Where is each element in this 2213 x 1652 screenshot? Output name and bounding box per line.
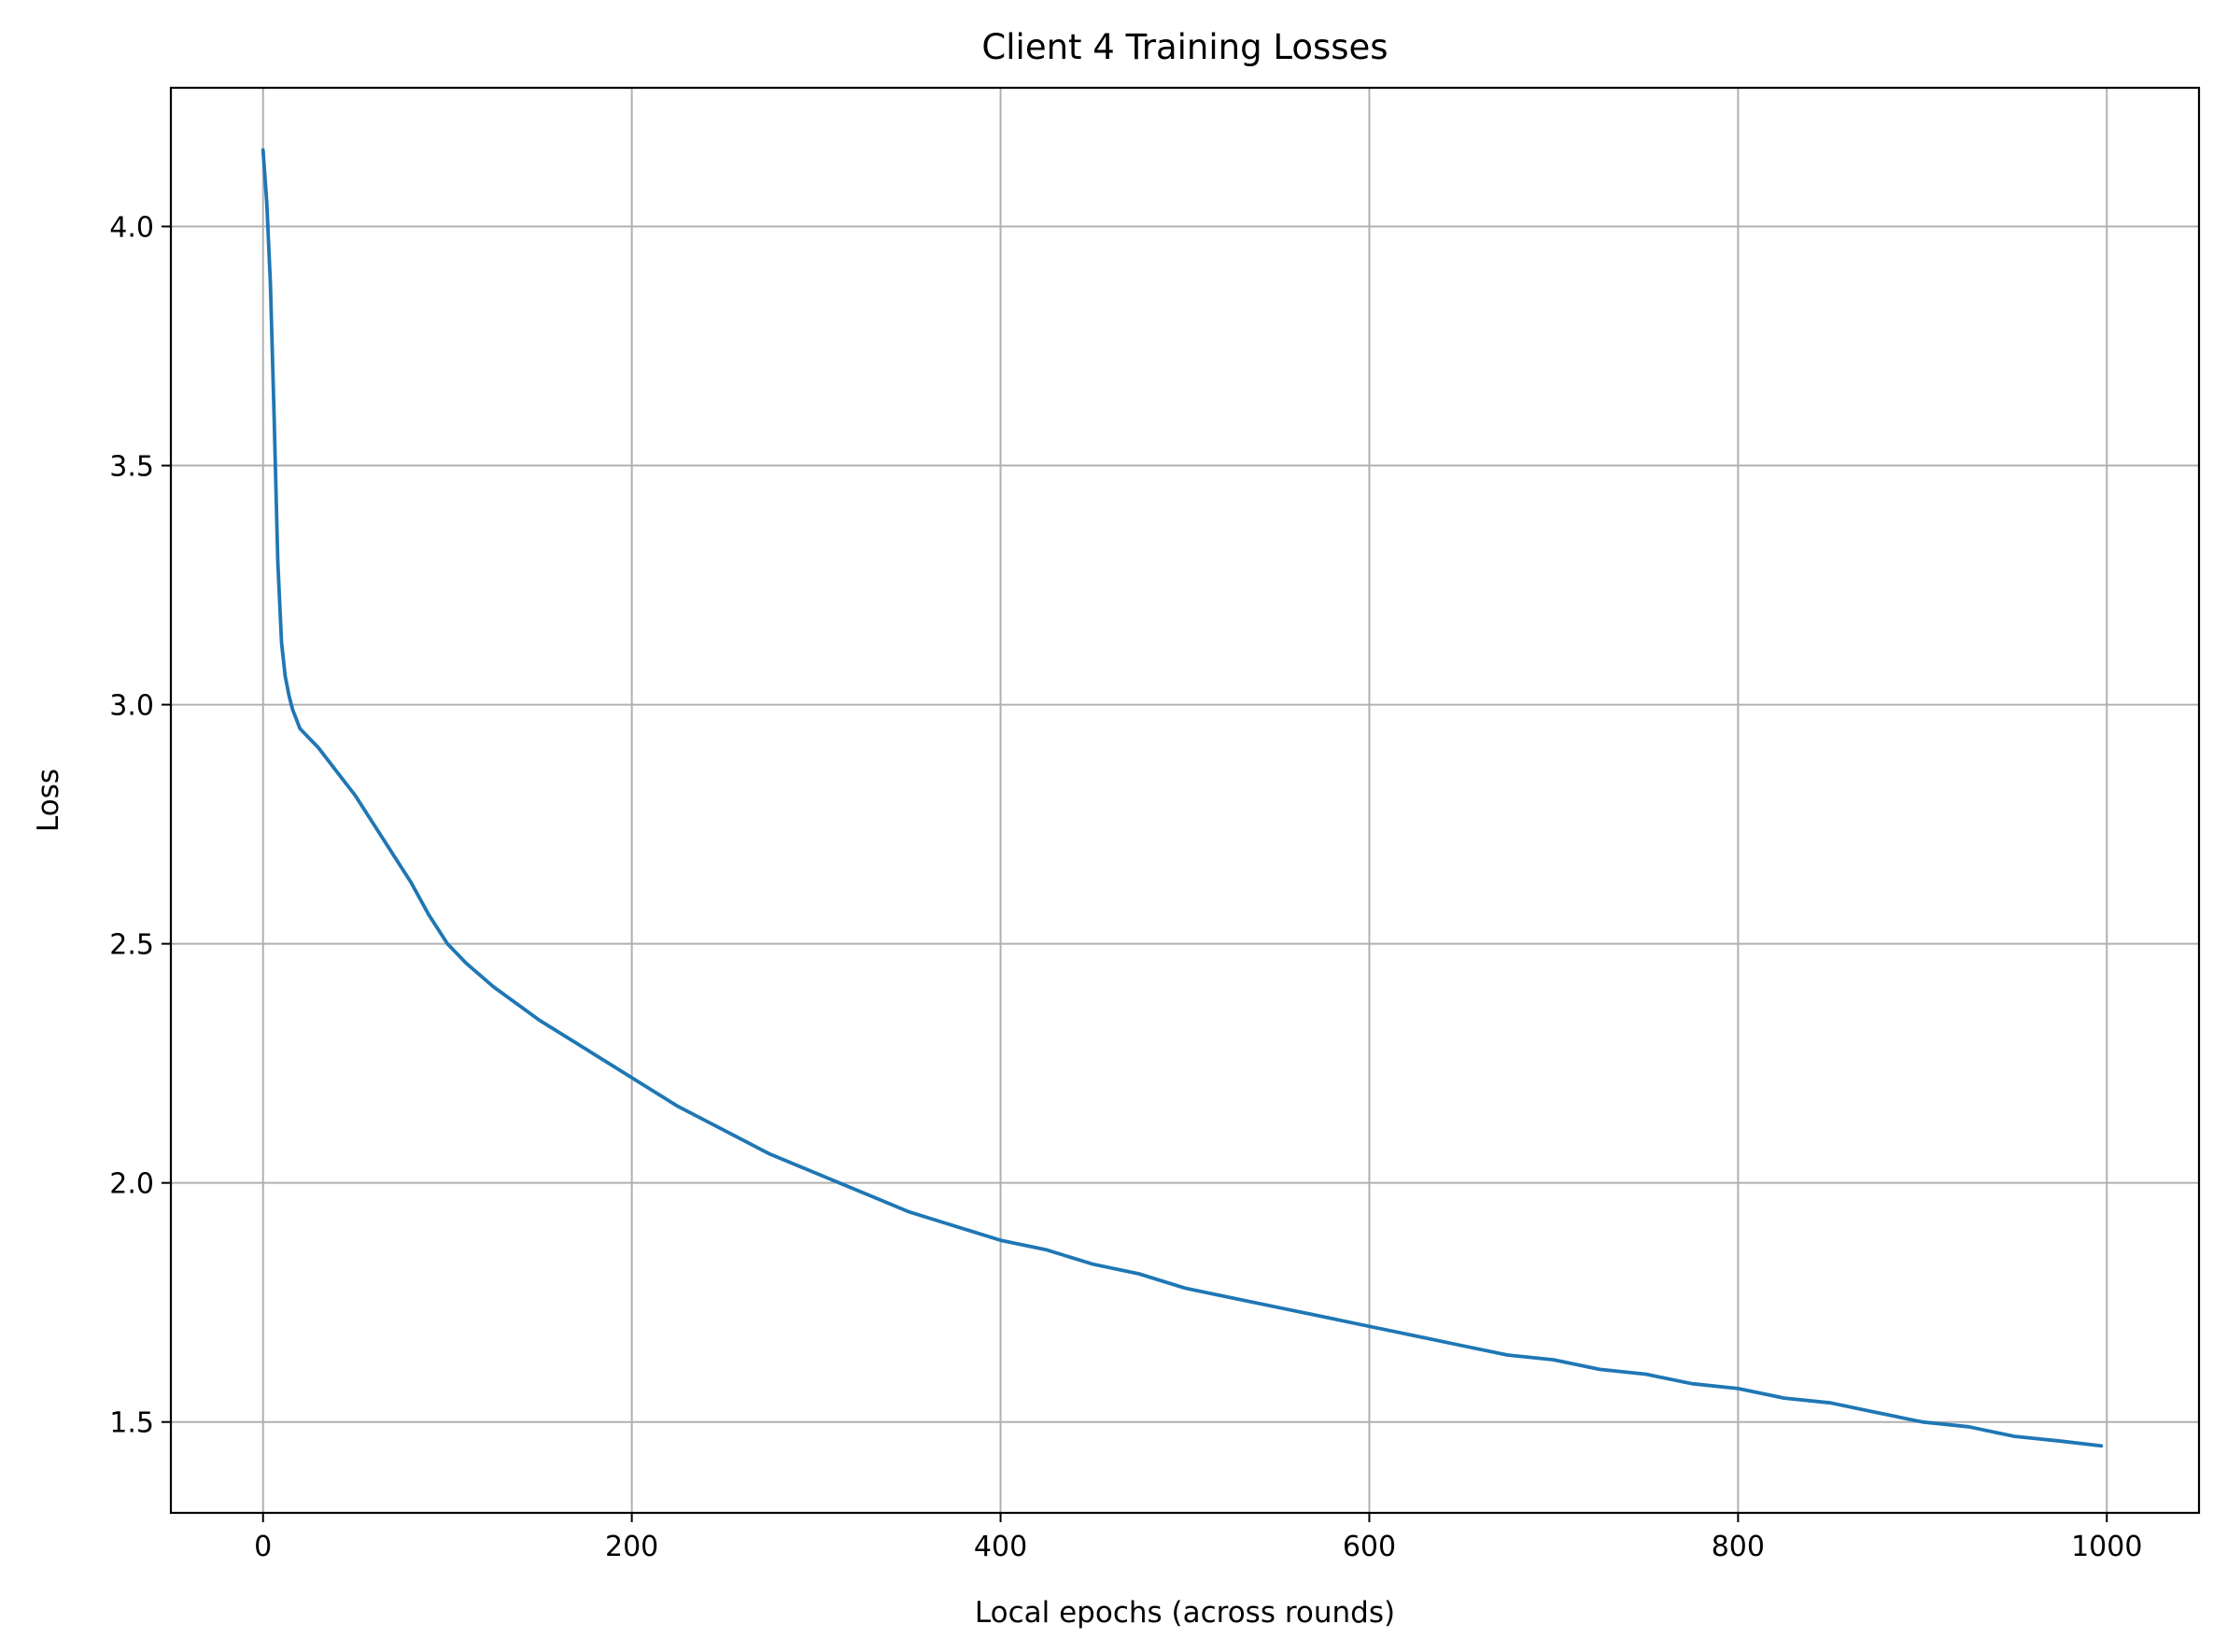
grid-lines — [171, 88, 2199, 1513]
x-tick-label: 800 — [1712, 1531, 1765, 1563]
x-axis-title: Local epochs (across rounds) — [975, 1596, 1395, 1630]
y-tick-label: 1.5 — [109, 1407, 154, 1440]
plot-frame — [169, 86, 2201, 1515]
chart-title: Client 4 Training Losses — [981, 27, 1388, 67]
x-tick-label: 0 — [254, 1531, 272, 1563]
y-tick-label: 4.0 — [109, 212, 154, 245]
y-tick-label: 2.0 — [109, 1168, 154, 1201]
x-tick-label: 1000 — [2071, 1531, 2142, 1563]
y-tick-label: 3.0 — [109, 690, 154, 723]
y-tick-label: 2.5 — [109, 929, 154, 962]
x-tick-label: 400 — [974, 1531, 1027, 1563]
tick-layer: 0 200 400 600 800 1000 1.5 2.0 2.5 3.0 3.5 4.0 — [109, 212, 2142, 1563]
y-tick-label: 3.5 — [109, 451, 154, 484]
loss-series-line — [261, 148, 2104, 1448]
x-tick-label: 200 — [605, 1531, 658, 1563]
y-axis-title: Loss — [32, 769, 65, 832]
x-tick-label: 600 — [1343, 1531, 1396, 1563]
series-layer — [261, 148, 2104, 1448]
